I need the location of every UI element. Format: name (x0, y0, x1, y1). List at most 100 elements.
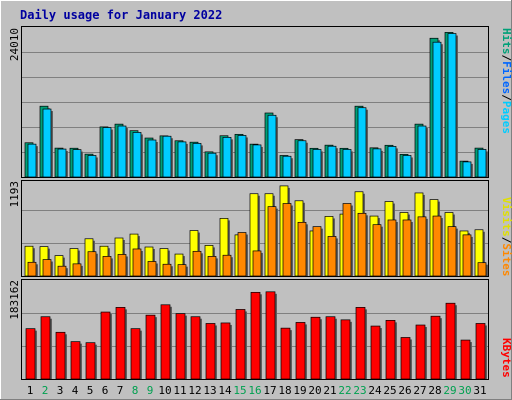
mid-sites-bar (207, 256, 217, 277)
top-files-bar (312, 149, 322, 178)
mid-sites-bar (87, 251, 97, 277)
day-label: 23 (353, 384, 366, 397)
day-label: 30 (458, 384, 471, 397)
mid-sites-bar (327, 236, 337, 277)
top-files-bar (27, 143, 37, 178)
top-files-bar (222, 137, 232, 178)
mid-sites-bar (477, 262, 487, 277)
top-ymax-label: 24010 (8, 28, 21, 61)
bottom-kbytes-bar (25, 328, 36, 380)
bottom-kbytes-bar (85, 342, 96, 380)
legend-separator: / (500, 237, 512, 244)
day-label: 13 (203, 384, 216, 397)
bottom-kbytes-bar (430, 315, 441, 380)
day-label: 6 (102, 384, 109, 397)
mid-sites-bar (342, 203, 352, 277)
mid-sites-bar (252, 250, 262, 277)
top-files-bar (447, 33, 457, 178)
day-label: 16 (248, 384, 261, 397)
top-files-bar (42, 108, 52, 178)
day-label: 22 (338, 384, 351, 397)
bottom-kbytes-bar (40, 316, 51, 380)
bottom-ymax-label: 183162 (8, 280, 21, 320)
mid-sites-bar (267, 206, 277, 277)
mid-sites-bar (357, 212, 367, 277)
day-label: 12 (188, 384, 201, 397)
top-files-bar (207, 152, 217, 178)
bottom-kbytes-bar (250, 291, 261, 380)
legend-visits: Visits (500, 197, 512, 237)
bottom-kbytes-bar (355, 307, 366, 380)
top-files-bar (477, 149, 487, 178)
bottom-kbytes-bar (475, 323, 486, 380)
mid-sites-bar (102, 256, 112, 277)
bottom-kbytes-bar (295, 322, 306, 380)
mid-sites-bar (42, 259, 52, 277)
day-label: 24 (368, 384, 382, 397)
bottom-kbytes-bar (235, 309, 246, 380)
top-files-bar (72, 149, 82, 178)
mid-sites-bar (162, 263, 172, 277)
day-label: 26 (398, 384, 411, 397)
day-label: 17 (263, 384, 276, 397)
day-label: 28 (428, 384, 441, 397)
mid-sites-bar (387, 219, 397, 277)
day-label: 15 (233, 384, 246, 397)
day-label: 2 (42, 384, 49, 397)
top-files-bar (372, 148, 382, 178)
day-label: 18 (278, 384, 291, 397)
bottom-kbytes-bar (280, 327, 291, 380)
day-label: 7 (117, 384, 124, 397)
bottom-kbytes-bar (220, 322, 231, 380)
mid-sites-bar (312, 226, 322, 277)
bottom-kbytes-bar (160, 304, 171, 380)
bottom-kbytes-bar (400, 337, 411, 380)
bottom-kbytes-bar (310, 316, 321, 380)
top-files-bar (252, 144, 262, 178)
mid-sites-bar (237, 232, 247, 277)
bottom-kbytes-bar (115, 307, 126, 380)
bottom-kbytes-bar (70, 341, 81, 380)
chart-marks (22, 32, 488, 380)
bottom-kbytes-bar (190, 316, 201, 380)
top-files-bar (342, 149, 352, 178)
top-files-bar (57, 148, 67, 178)
day-labels: 1 2 3 4 5 6 7 8 9 10 11 12 13 14 15 16 17 18 19 20 21 22 23 24 2… (27, 384, 487, 397)
top-files-bar (462, 161, 472, 178)
mid-sites-bar (147, 261, 157, 277)
day-label: 31 (473, 384, 486, 397)
day-label: 4 (72, 384, 79, 397)
bottom-kbytes-bar (145, 314, 156, 380)
top-files-bar (162, 135, 172, 178)
day-label: 25 (383, 384, 396, 397)
mid-sites-bar (27, 261, 37, 277)
day-label: 11 (173, 384, 186, 397)
top-legend: Hits/Files/Pages (500, 28, 512, 134)
top-files-bar (387, 146, 397, 178)
top-files-bar (402, 155, 412, 178)
legend-files: Files (500, 61, 512, 94)
mid-sites-bar (192, 250, 202, 277)
top-files-bar (357, 107, 367, 178)
day-label: 3 (57, 384, 64, 397)
legend-sites: Sites (500, 243, 512, 276)
day-label: 5 (87, 384, 94, 397)
mid-sites-bar (222, 254, 232, 277)
bottom-kbytes-bar (265, 291, 276, 380)
top-files-bar (87, 155, 97, 178)
day-label: 8 (132, 384, 139, 397)
day-label: 9 (147, 384, 154, 397)
top-files-bar (117, 125, 127, 178)
top-files-bar (417, 125, 427, 178)
top-files-bar (267, 114, 277, 178)
legend-separator: / (500, 55, 512, 62)
top-files-bar (192, 143, 202, 178)
chart-title: Daily usage for January 2022 (20, 8, 222, 22)
bottom-kbytes-bar (415, 324, 426, 380)
day-label: 1 (27, 384, 34, 397)
mid-sites-bar (177, 264, 187, 277)
mid-sites-bar (117, 254, 127, 277)
bottom-kbytes-bar (370, 325, 381, 380)
bottom-kbytes-bar (385, 320, 396, 380)
top-files-bar (297, 140, 307, 178)
